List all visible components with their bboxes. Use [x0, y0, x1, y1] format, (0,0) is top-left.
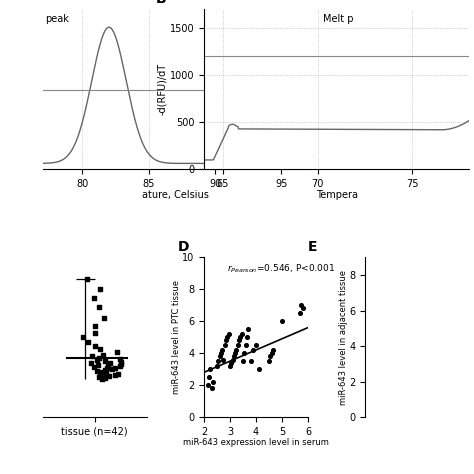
Point: [208, 384, 216, 392]
Point: [214, 357, 222, 365]
Text: $r_{Pearson}$=0.546, P<0.001: $r_{Pearson}$=0.546, P<0.001: [227, 262, 335, 274]
Point: [116, 363, 124, 370]
Point: [250, 346, 257, 354]
Point: [238, 330, 246, 338]
Point: [103, 364, 111, 372]
Point: [229, 356, 237, 364]
Point: [96, 354, 103, 361]
Point: [219, 356, 227, 364]
Point: [213, 362, 221, 370]
Point: [98, 370, 106, 377]
Point: [224, 333, 231, 341]
Text: D: D: [178, 240, 190, 254]
Point: [240, 349, 248, 357]
Point: [97, 372, 104, 380]
Point: [235, 337, 243, 344]
Point: [111, 365, 118, 372]
Point: [222, 337, 230, 344]
Point: [209, 378, 217, 386]
Point: [298, 301, 305, 309]
Y-axis label: miR-643 level in adjacent tissue: miR-643 level in adjacent tissue: [339, 270, 348, 405]
Point: [95, 374, 103, 381]
Point: [265, 357, 273, 365]
Point: [96, 285, 104, 293]
Text: E: E: [308, 240, 318, 254]
Point: [93, 367, 100, 374]
Point: [100, 315, 108, 322]
Point: [245, 326, 252, 333]
Point: [234, 341, 242, 349]
Point: [233, 346, 240, 354]
Point: [243, 333, 251, 341]
Point: [104, 362, 112, 369]
Point: [83, 275, 91, 283]
Point: [225, 330, 232, 338]
Point: [266, 353, 274, 360]
Point: [95, 303, 103, 310]
Point: [242, 341, 249, 349]
Text: peak: peak: [46, 14, 69, 24]
Point: [247, 357, 255, 365]
Point: [114, 371, 121, 378]
Point: [231, 349, 239, 357]
Point: [98, 375, 105, 383]
Point: [228, 359, 235, 366]
Point: [239, 357, 247, 365]
Point: [109, 365, 116, 373]
Point: [296, 310, 304, 317]
Point: [113, 348, 120, 356]
Text: Melt p: Melt p: [323, 14, 354, 24]
Point: [90, 294, 97, 302]
Point: [94, 361, 101, 369]
Point: [237, 333, 244, 341]
Point: [217, 349, 225, 357]
Point: [105, 373, 113, 380]
Point: [93, 356, 101, 364]
Point: [117, 358, 125, 365]
Point: [79, 333, 86, 341]
Point: [255, 365, 262, 373]
Point: [101, 357, 109, 365]
Point: [102, 367, 110, 375]
Point: [221, 341, 228, 349]
Point: [118, 360, 125, 368]
Point: [299, 305, 307, 312]
Point: [106, 360, 114, 367]
Point: [91, 329, 99, 337]
Point: [96, 345, 103, 353]
Point: [101, 374, 109, 382]
Point: [252, 341, 260, 349]
Point: [99, 351, 106, 358]
Point: [226, 362, 234, 370]
Point: [116, 355, 124, 363]
Point: [268, 349, 275, 357]
Point: [91, 322, 99, 329]
Point: [91, 363, 98, 371]
Point: [205, 374, 213, 381]
Point: [102, 369, 109, 376]
Text: B: B: [156, 0, 167, 6]
X-axis label: Tempera: Tempera: [316, 191, 357, 201]
Y-axis label: -d(RFU)/dT: -d(RFU)/dT: [157, 64, 167, 116]
Point: [204, 382, 211, 389]
Y-axis label: miR-643 level in PTC tissue: miR-643 level in PTC tissue: [172, 280, 181, 394]
X-axis label: ature, Celsius: ature, Celsius: [142, 191, 209, 201]
Point: [216, 353, 223, 360]
Point: [230, 353, 237, 360]
Point: [91, 342, 99, 350]
X-axis label: miR-643 expression level in serum: miR-643 expression level in serum: [183, 438, 329, 447]
Point: [87, 359, 95, 366]
Point: [101, 366, 109, 374]
Point: [88, 352, 96, 360]
Point: [269, 346, 277, 354]
Point: [278, 318, 286, 325]
Point: [99, 368, 106, 376]
Point: [219, 346, 226, 354]
Point: [84, 338, 92, 346]
Point: [111, 371, 119, 379]
Point: [207, 365, 214, 373]
